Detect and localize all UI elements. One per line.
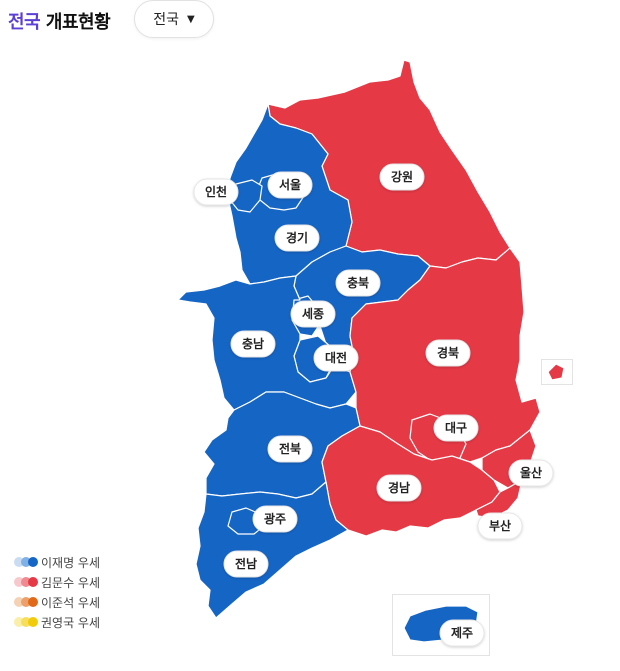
label-sejong[interactable]: 세종 xyxy=(290,300,336,328)
label-gwangju[interactable]: 광주 xyxy=(252,505,298,533)
label-jeju[interactable]: 제주 xyxy=(439,619,485,647)
legend-item: 권영국 우세 xyxy=(14,612,100,632)
label-chungbuk[interactable]: 충북 xyxy=(335,269,381,297)
label-busan[interactable]: 부산 xyxy=(477,512,523,540)
svg-text:인천: 인천 xyxy=(205,184,227,199)
region-ulleung xyxy=(547,363,565,381)
legend-swatch xyxy=(14,557,38,567)
map-legend: 이재명 우세 김문수 우세 이준석 우세 권영국 우세 xyxy=(14,552,100,632)
title-text: 개표현황 xyxy=(40,12,111,33)
legend-swatch xyxy=(14,577,38,587)
label-incheon[interactable]: 인천 xyxy=(193,178,239,206)
legend-label: 김문수 우세 xyxy=(41,575,101,590)
label-gyeonggi[interactable]: 경기 xyxy=(274,224,320,252)
legend-label: 권영국 우세 xyxy=(41,615,101,630)
dropdown-value: 전국 xyxy=(153,12,180,28)
legend-item: 이재명 우세 xyxy=(14,552,100,572)
svg-text:제주: 제주 xyxy=(451,626,473,640)
svg-text:서울: 서울 xyxy=(279,177,301,192)
header: 전국 개표현황 전국 ▼ xyxy=(0,0,620,40)
label-jeonbuk[interactable]: 전북 xyxy=(267,435,313,463)
svg-text:충남: 충남 xyxy=(242,336,264,351)
title-accent: 전국 xyxy=(8,12,41,33)
svg-text:부산: 부산 xyxy=(489,518,511,533)
svg-text:경북: 경북 xyxy=(437,346,459,360)
label-seoul[interactable]: 서울 xyxy=(267,171,313,199)
legend-item: 김문수 우세 xyxy=(14,572,100,592)
svg-text:경남: 경남 xyxy=(388,480,410,495)
chevron-down-icon: ▼ xyxy=(187,13,195,25)
svg-text:대구: 대구 xyxy=(445,421,467,435)
legend-label: 이재명 우세 xyxy=(41,555,101,570)
region-jeonnam[interactable] xyxy=(195,481,349,619)
label-chungnam[interactable]: 충남 xyxy=(230,330,276,358)
svg-text:세종: 세종 xyxy=(302,306,324,321)
svg-text:전남: 전남 xyxy=(235,556,257,571)
svg-text:울산: 울산 xyxy=(520,465,542,480)
label-daegu[interactable]: 대구 xyxy=(433,414,479,442)
svg-text:충북: 충북 xyxy=(347,275,369,290)
label-gangwon[interactable]: 강원 xyxy=(379,163,425,191)
svg-text:강원: 강원 xyxy=(391,170,413,184)
legend-swatch xyxy=(14,597,38,607)
svg-text:대전: 대전 xyxy=(325,350,347,365)
label-daejeon[interactable]: 대전 xyxy=(313,344,359,372)
region-busan[interactable] xyxy=(475,479,523,519)
label-gyeongnam[interactable]: 경남 xyxy=(376,474,422,502)
legend-label: 이준석 우세 xyxy=(41,595,101,610)
svg-text:전북: 전북 xyxy=(279,441,301,456)
region-select-dropdown[interactable]: 전국 ▼ xyxy=(134,0,214,38)
label-jeonnam[interactable]: 전남 xyxy=(223,550,269,578)
legend-item: 이준석 우세 xyxy=(14,592,100,612)
legend-swatch xyxy=(14,617,38,627)
label-ulsan[interactable]: 울산 xyxy=(508,459,554,487)
label-gyeongbuk[interactable]: 경북 xyxy=(425,339,471,367)
svg-text:광주: 광주 xyxy=(264,511,286,526)
page-title: 전국 개표현황 xyxy=(8,8,111,34)
svg-text:경기: 경기 xyxy=(286,230,308,245)
